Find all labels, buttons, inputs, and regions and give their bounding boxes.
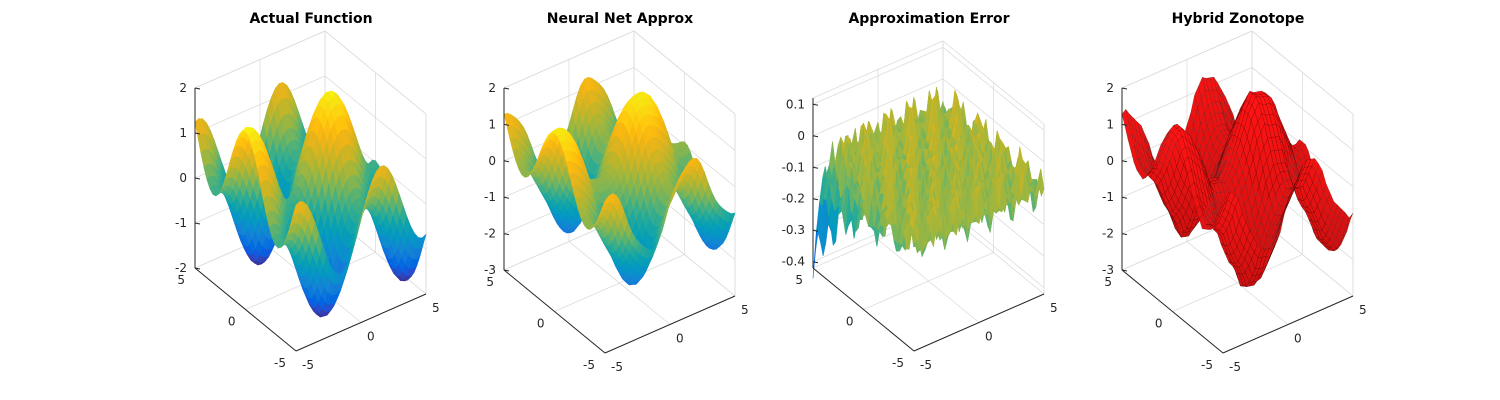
x-tick-label: 0 — [367, 330, 375, 344]
grid-line — [245, 72, 376, 310]
subplot-approximation-error: Approximation Error -0.4 -0.3 -0.2 -0.1 0 0.1… — [782, 11, 1058, 372]
y-tick-label: -5 — [583, 358, 595, 372]
z-tick-label: -0.2 — [782, 192, 805, 206]
x-tick-label: 0 — [985, 330, 993, 344]
y-tick-label: -5 — [274, 356, 286, 370]
y-axis-line — [812, 267, 915, 352]
surface-patch — [418, 233, 427, 250]
x-tick-label: -5 — [611, 360, 623, 374]
y-tick-label: 5 — [177, 273, 185, 287]
z-tick-label: -1 — [484, 190, 496, 204]
y-tick-label: -5 — [892, 356, 904, 370]
y-tick-label: 5 — [795, 273, 803, 287]
z-tick-mark — [812, 103, 819, 106]
z-tick-mark — [194, 177, 201, 180]
axis-lines: -2 -1 0 1 2 -5 0 5 -5 0 5 — [175, 81, 440, 372]
subplot-title: Approximation Error — [848, 11, 1009, 27]
surface — [503, 76, 736, 286]
z-tick-mark — [812, 166, 819, 169]
subplot-title: Hybrid Zonotope — [1172, 11, 1305, 27]
x-tick-label: -5 — [302, 358, 314, 372]
z-tick-label: 0 — [797, 129, 805, 143]
y-tick-label: 0 — [846, 315, 854, 329]
surface — [1121, 76, 1354, 288]
z-tick-label: -0.1 — [782, 160, 805, 174]
y-tick-label: 0 — [537, 317, 545, 331]
z-tick-mark — [812, 198, 819, 201]
x-tick-label: 5 — [432, 301, 440, 315]
grid-line — [503, 30, 736, 115]
z-tick-label: 0 — [488, 154, 496, 168]
z-tick-label: -0.4 — [782, 255, 805, 269]
y-tick-label: 0 — [228, 315, 236, 329]
z-tick-label: 2 — [179, 81, 187, 95]
z-tick-label: -1 — [175, 216, 187, 230]
z-tick-label: 1 — [179, 126, 187, 140]
x-tick-label: 5 — [741, 303, 749, 317]
z-tick-mark — [812, 135, 819, 138]
z-tick-mark — [503, 196, 510, 199]
z-tick-label: -2 — [484, 227, 496, 241]
z-tick-label: 0 — [179, 171, 187, 185]
z-tick-label: -2 — [175, 261, 187, 275]
x-axis-line — [295, 293, 427, 352]
z-tick-mark — [503, 160, 510, 163]
y-axis-line — [503, 269, 606, 354]
subplot-actual-function: Actual Function -2 -1 0 1 2 -5 0 5 -5 0 5 — [175, 11, 440, 372]
surface — [812, 87, 1045, 279]
z-tick-label: 0.1 — [786, 97, 805, 111]
z-tick-mark — [194, 132, 201, 135]
y-tick-label: 5 — [486, 275, 494, 289]
z-tick-label: 2 — [488, 81, 496, 95]
x-axis-line — [913, 293, 1045, 352]
z-tick-label: 1 — [488, 117, 496, 131]
x-axis-line — [604, 295, 736, 354]
subplot-title: Neural Net Approx — [547, 11, 693, 27]
z-tick-mark — [503, 233, 510, 236]
z-tick-mark — [194, 267, 201, 270]
surface-patch — [1037, 168, 1045, 198]
grid-line — [194, 30, 427, 115]
z-tick-mark — [194, 87, 201, 90]
grid-line — [1121, 30, 1354, 115]
z-tick-mark — [812, 261, 819, 264]
subplot-title: Actual Function — [249, 11, 372, 27]
y-axis-line — [194, 267, 297, 352]
x-tick-label: 5 — [1050, 301, 1058, 315]
x-tick-label: 0 — [676, 332, 684, 346]
surface — [194, 81, 427, 318]
grid-line — [554, 72, 685, 312]
x-tick-label: -5 — [920, 358, 932, 372]
z-tick-mark — [503, 87, 510, 90]
z-tick-mark — [194, 222, 201, 225]
z-tick-label: -0.3 — [782, 223, 805, 237]
